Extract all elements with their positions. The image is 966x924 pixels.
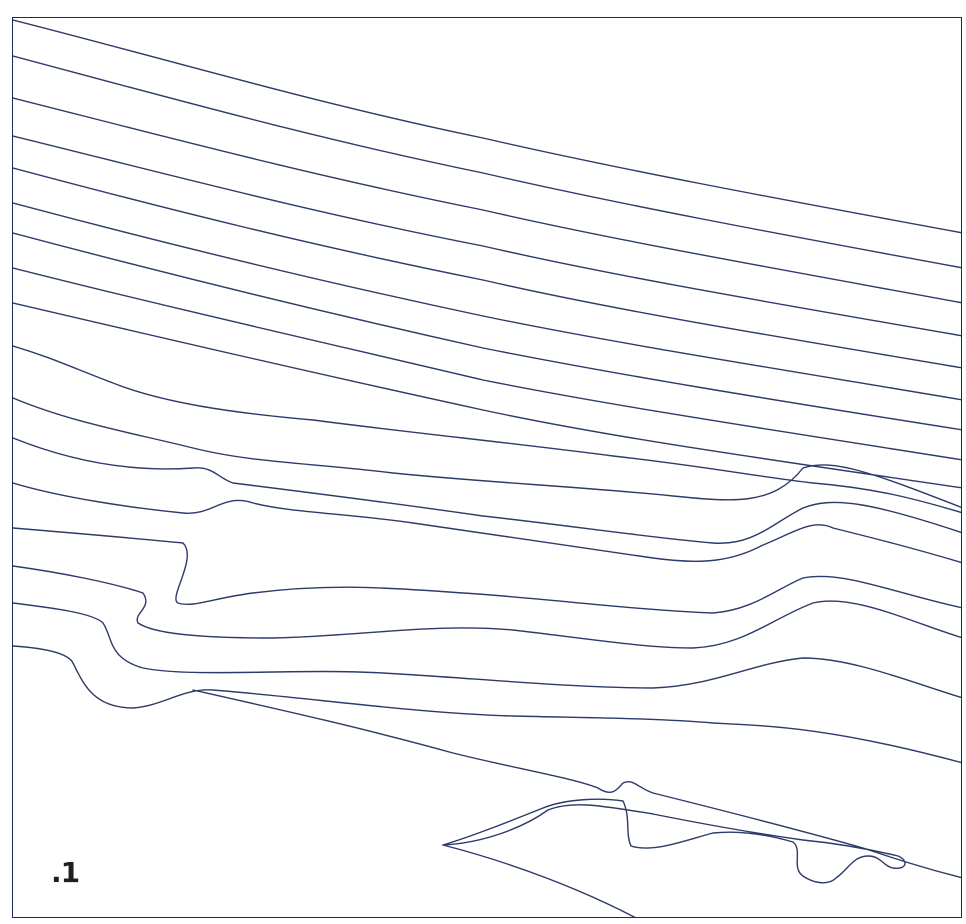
contour-line: [13, 55, 961, 269]
contour-line: [13, 19, 961, 234]
contour-line: [13, 482, 961, 564]
contour-line: [13, 397, 961, 508]
contour-line: [13, 267, 961, 461]
contour-line: [13, 202, 961, 401]
map-label: .1: [51, 856, 80, 889]
contour-line: [13, 167, 961, 369]
contour-line: [13, 527, 961, 614]
contour-lines: [13, 19, 961, 917]
contour-line: [13, 97, 961, 304]
contour-line: [442, 844, 636, 917]
contour-line: [13, 302, 961, 489]
contour-line: [13, 602, 961, 699]
contour-island: [442, 798, 906, 884]
contour-line: [13, 565, 961, 649]
contour-line: [13, 645, 961, 764]
contour-line: [13, 437, 961, 544]
contour-line: [192, 689, 961, 879]
contour-map: .1: [12, 17, 962, 918]
contour-line: [13, 232, 961, 431]
contour-line: [13, 135, 961, 337]
contour-line: [13, 345, 961, 514]
